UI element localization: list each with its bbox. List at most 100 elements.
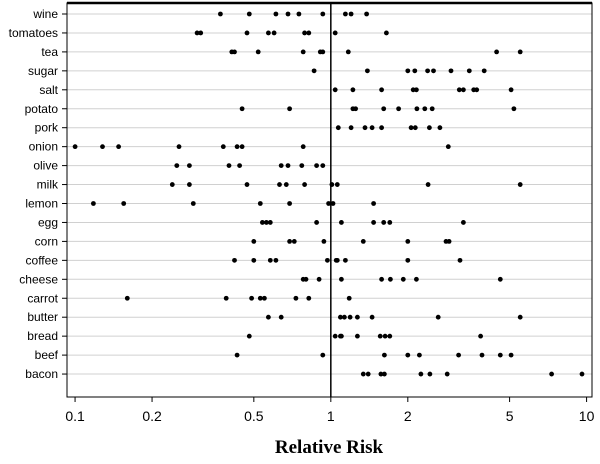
point-corn-4	[360, 239, 366, 244]
point-corn-5	[405, 239, 411, 244]
point-tomatoes-0	[194, 30, 200, 36]
category-label-salt: salt	[39, 83, 58, 97]
point-olive-2	[226, 163, 232, 169]
point-sugar-1	[365, 68, 370, 74]
point-potato-9	[511, 106, 517, 112]
point-beef-4	[417, 352, 422, 358]
point-salt-4	[414, 87, 419, 93]
point-onion-5	[234, 144, 240, 150]
point-wine-6	[343, 11, 348, 17]
point-beef-6	[479, 352, 485, 358]
point-carrot-6	[306, 295, 312, 301]
category-label-bread: bread	[27, 329, 58, 343]
point-milk-5	[302, 182, 307, 187]
category-label-coffee: coffee	[26, 253, 59, 267]
category-label-tea: tea	[41, 45, 58, 59]
point-olive-3	[237, 163, 243, 169]
x-tick-label-0.1: 0.1	[65, 408, 85, 424]
x-tick-label-1: 1	[327, 408, 335, 424]
point-onion-0	[72, 144, 78, 150]
point-butter-5	[355, 314, 360, 320]
point-egg-6	[381, 220, 387, 225]
point-corn-1	[287, 239, 292, 244]
point-lemon-1	[121, 201, 127, 206]
point-olive-8	[320, 163, 326, 169]
point-egg-2	[267, 220, 273, 225]
category-label-wine: wine	[32, 7, 58, 21]
point-egg-3	[314, 220, 319, 225]
point-tea-1	[232, 49, 237, 55]
point-butter-3	[342, 314, 347, 320]
point-bread-8	[478, 333, 483, 339]
point-tea-8	[517, 49, 523, 55]
point-sugar-6	[448, 68, 454, 74]
point-beef-5	[456, 352, 461, 358]
point-salt-9	[508, 87, 514, 93]
point-tomatoes-1	[198, 30, 204, 36]
point-potato-6	[414, 106, 420, 112]
point-coffee-9	[457, 257, 463, 263]
point-onion-7	[300, 144, 306, 150]
point-wine-7	[348, 11, 354, 17]
point-coffee-0	[232, 257, 237, 263]
point-milk-4	[283, 182, 289, 187]
point-bread-3	[339, 333, 344, 339]
point-tea-3	[300, 49, 306, 55]
point-onion-3	[176, 144, 182, 150]
category-label-bacon: bacon	[25, 367, 58, 381]
category-label-lemon: lemon	[25, 197, 58, 211]
point-salt-2	[379, 87, 384, 93]
point-carrot-0	[124, 295, 130, 301]
data-points	[72, 11, 585, 377]
x-tick-label-5: 5	[506, 408, 514, 424]
point-potato-7	[422, 106, 428, 112]
point-cheese-6	[400, 276, 406, 282]
point-sugar-0	[311, 68, 317, 74]
point-beef-7	[497, 352, 503, 358]
point-egg-5	[371, 220, 376, 225]
point-tomatoes-7	[332, 30, 338, 36]
point-tomatoes-2	[244, 30, 250, 36]
category-label-tomatoes: tomatoes	[9, 26, 58, 40]
category-label-olive: olive	[33, 159, 58, 173]
point-onion-6	[239, 144, 245, 150]
point-butter-2	[338, 314, 343, 320]
point-carrot-1	[223, 295, 229, 301]
x-tick-label-10: 10	[579, 408, 595, 424]
x-tick-label-2: 2	[404, 408, 412, 424]
point-pork-4	[379, 125, 384, 131]
point-carrot-4	[262, 295, 267, 301]
category-label-pork: pork	[35, 121, 59, 135]
point-pork-1	[348, 125, 354, 131]
category-label-egg: egg	[38, 215, 58, 229]
point-potato-3	[353, 106, 358, 112]
point-pork-5	[408, 125, 414, 131]
point-butter-0	[266, 314, 271, 320]
point-pork-6	[412, 125, 418, 131]
point-milk-7	[334, 182, 340, 187]
point-pork-7	[427, 125, 432, 131]
point-tomatoes-5	[302, 30, 307, 36]
point-bread-4	[355, 333, 360, 339]
category-labels: wine tomatoes tea sugar salt potato pork onion o…	[9, 7, 67, 381]
point-bacon-2	[378, 371, 384, 377]
point-lemon-5	[326, 201, 331, 206]
point-butter-6	[369, 314, 375, 320]
point-butter-1	[278, 314, 284, 320]
point-coffee-1	[251, 257, 257, 263]
x-tick-label-0.5: 0.5	[244, 408, 264, 424]
point-beef-1	[320, 352, 326, 358]
point-carrot-7	[346, 295, 352, 301]
point-onion-1	[100, 144, 105, 150]
point-beef-8	[508, 352, 514, 358]
point-coffee-7	[343, 257, 348, 263]
point-egg-8	[461, 220, 466, 225]
point-potato-0	[239, 106, 245, 112]
point-corn-3	[321, 239, 327, 244]
point-beef-0	[234, 352, 240, 358]
point-onion-2	[116, 144, 121, 150]
point-wine-3	[285, 11, 291, 17]
category-label-sugar: sugar	[28, 64, 58, 78]
point-lemon-3	[257, 201, 263, 206]
